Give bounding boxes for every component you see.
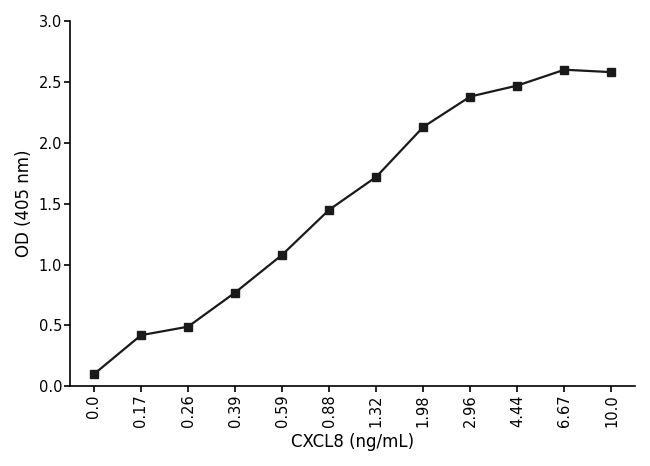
- Y-axis label: OD (405 nm): OD (405 nm): [15, 150, 33, 257]
- X-axis label: CXCL8 (ng/mL): CXCL8 (ng/mL): [291, 433, 414, 451]
